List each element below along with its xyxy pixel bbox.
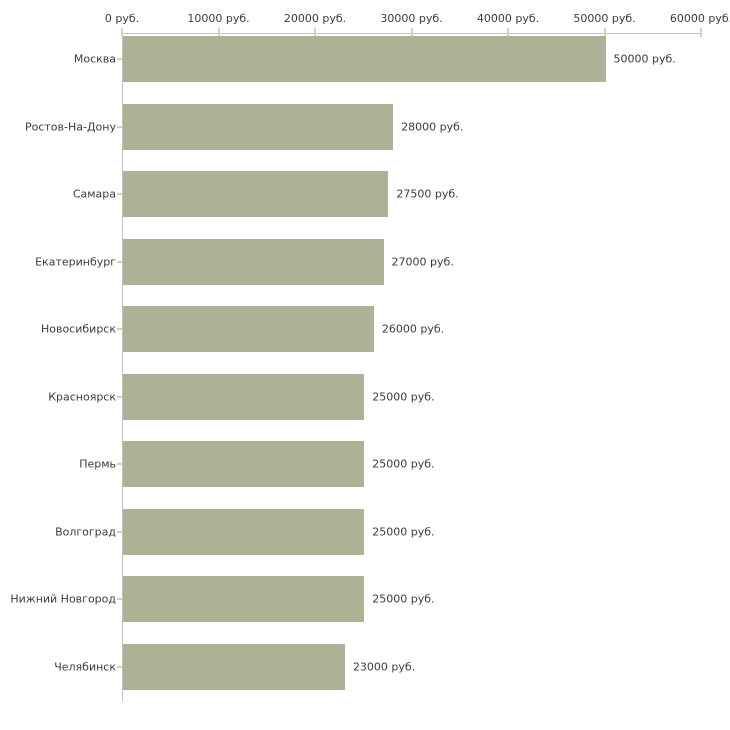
- bar: [123, 306, 374, 352]
- x-axis-tick-label: 10000 руб.: [187, 12, 250, 25]
- value-label: 26000 руб.: [381, 322, 445, 336]
- x-axis-tick-label: 0 руб.: [104, 12, 140, 25]
- x-axis-tick-label: 30000 руб.: [380, 12, 443, 25]
- value-label: 27000 руб.: [391, 255, 454, 268]
- x-axis-tick-mark: [121, 28, 123, 37]
- category-label: Красноярск: [48, 390, 116, 403]
- y-axis-tick-mark: [117, 463, 122, 465]
- category-label: Пермь: [79, 457, 116, 471]
- category-label: Волгоград: [55, 525, 116, 538]
- value-label: 50000 руб.: [613, 52, 676, 66]
- bar: [123, 576, 365, 622]
- value-label: 28000 руб.: [401, 120, 464, 133]
- x-axis-tick-mark: [603, 28, 606, 37]
- value-label: 27500 руб.: [396, 187, 459, 201]
- y-axis-tick-mark: [117, 125, 122, 128]
- value-label: 25000 руб.: [372, 390, 435, 403]
- y-axis-tick-mark: [117, 395, 122, 398]
- x-axis-tick-label: 50000 руб.: [573, 12, 636, 25]
- y-axis-line: [122, 33, 123, 701]
- bar: [123, 441, 365, 487]
- x-axis-tick-label: 20000 руб.: [283, 12, 347, 25]
- y-axis-tick-mark: [117, 328, 122, 330]
- x-axis-tick-mark: [217, 28, 220, 37]
- bar: [123, 103, 394, 150]
- x-axis-tick-label: 60000 руб.: [669, 12, 730, 25]
- x-axis-tick-mark: [410, 28, 413, 37]
- y-axis-tick-mark: [117, 193, 122, 195]
- y-axis-tick-mark: [117, 530, 122, 533]
- x-axis-tick-mark: [700, 28, 702, 37]
- bar: [123, 171, 389, 217]
- bar: [123, 238, 384, 285]
- y-axis-tick-mark: [117, 665, 122, 668]
- y-axis-tick-mark: [117, 598, 122, 600]
- y-axis-tick-mark: [117, 260, 122, 263]
- value-label: 25000 руб.: [372, 457, 435, 471]
- category-label: Нижний Новгород: [10, 592, 116, 606]
- category-label: Новосибирск: [40, 322, 116, 336]
- category-label: Екатеринбург: [35, 255, 116, 268]
- x-axis-tick-label: 40000 руб.: [476, 12, 540, 25]
- y-axis-tick-mark: [117, 58, 122, 60]
- category-label: Челябинск: [54, 660, 116, 673]
- category-label: Ростов-На-Дону: [24, 120, 116, 133]
- x-axis-tick-mark: [314, 28, 316, 37]
- value-label: 25000 руб.: [372, 525, 435, 538]
- bar: [123, 508, 365, 555]
- category-label: Самара: [72, 187, 116, 201]
- category-label: Москва: [73, 52, 116, 66]
- bar: [123, 643, 345, 690]
- value-label: 23000 руб.: [352, 660, 416, 673]
- value-label: 25000 руб.: [372, 592, 435, 606]
- bar: [123, 373, 365, 420]
- x-axis-tick-mark: [507, 28, 509, 37]
- bar: [123, 36, 606, 82]
